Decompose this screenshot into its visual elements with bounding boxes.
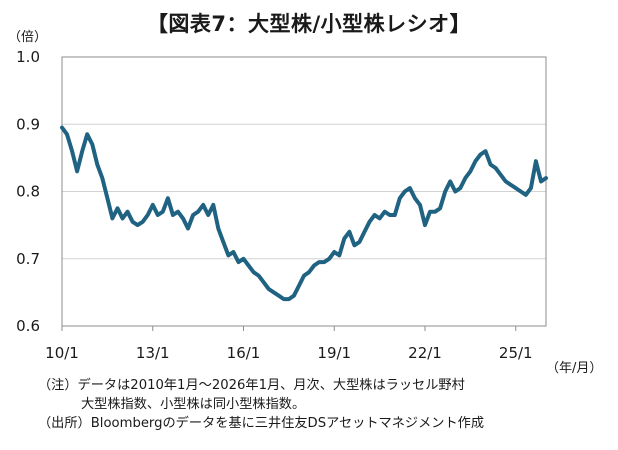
series-layer bbox=[60, 125, 548, 302]
y-tick-label: 0.7 bbox=[16, 250, 40, 268]
y-unit-label: （倍） bbox=[8, 30, 48, 45]
plot-area bbox=[61, 56, 547, 327]
x-tick-label: 16/1 bbox=[227, 344, 261, 362]
x-tick-label: 22/1 bbox=[408, 344, 442, 362]
x-unit-label: （年/月） bbox=[546, 361, 603, 376]
notes: （注）データは2010年1月～2026年1月、月次、大型株はラッセル野村 大型株… bbox=[38, 376, 484, 433]
y-tick-label: 0.6 bbox=[16, 317, 40, 335]
source-line: （出所）Bloombergのデータを基に三井住友DSアセットマネジメント作成 bbox=[38, 416, 485, 431]
x-tick-label: 13/1 bbox=[136, 344, 170, 362]
note-line-1: （注）データは2010年1月～2026年1月、月次、大型株はラッセル野村 bbox=[38, 378, 465, 393]
x-tick-label: 25/1 bbox=[499, 344, 533, 362]
y-tick-label: 1.0 bbox=[16, 48, 40, 66]
x-tick-label: 10/1 bbox=[45, 344, 79, 362]
gridlines bbox=[62, 123, 546, 260]
x-axis-ticks: 10/1 13/1 16/1 19/1 22/1 25/1 bbox=[45, 326, 533, 362]
chart-title: 【図表7：大型株/小型株レシオ】 bbox=[146, 12, 472, 36]
note-line-2: 大型株指数、小型株は同小型株指数。 bbox=[81, 397, 306, 412]
y-axis-ticks: 1.0 0.9 0.8 0.7 0.6 bbox=[16, 48, 40, 335]
ratio-line bbox=[60, 125, 548, 302]
x-tick-label: 19/1 bbox=[317, 344, 351, 362]
y-tick-label: 0.8 bbox=[16, 183, 40, 201]
y-tick-label: 0.9 bbox=[16, 115, 40, 133]
